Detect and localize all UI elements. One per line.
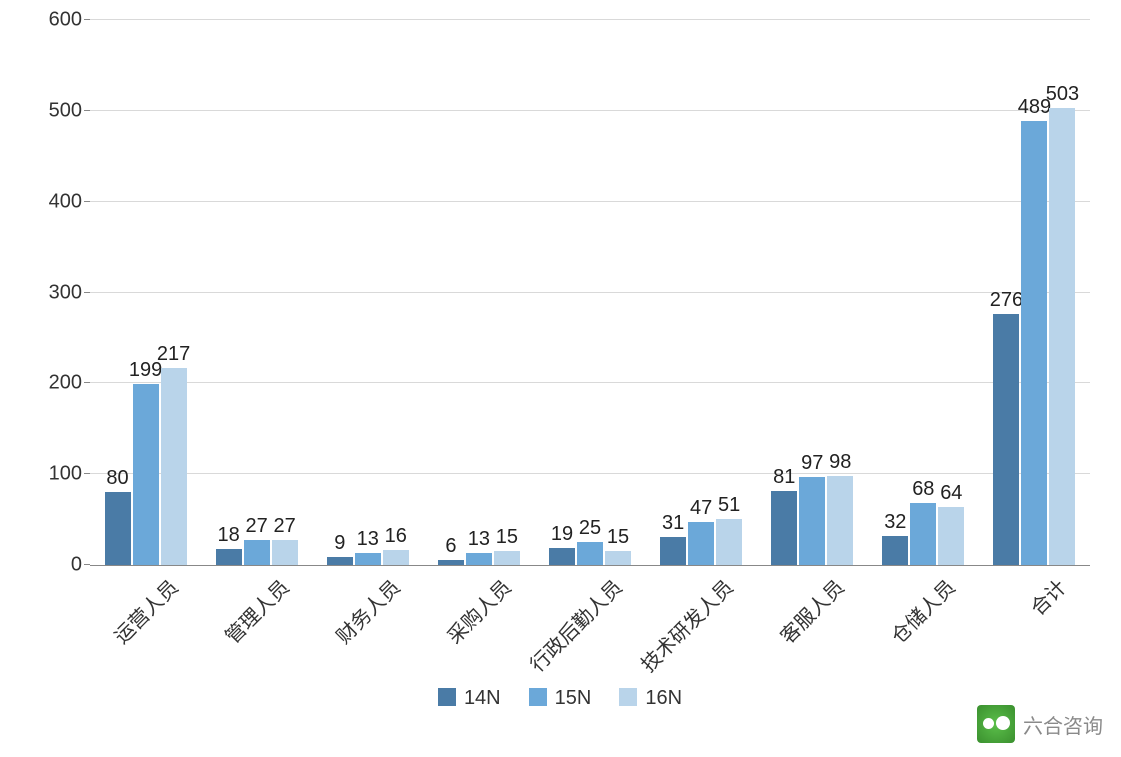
xtick-label: 客服人员	[766, 565, 850, 649]
legend-item: 15N	[529, 687, 592, 710]
bar-value-label: 18	[218, 524, 240, 549]
xtick-label: 技术研发人员	[626, 565, 738, 677]
legend-swatch	[529, 688, 547, 706]
legend-swatch	[619, 688, 637, 706]
bar-value-label: 13	[468, 528, 490, 553]
bar: 503	[1049, 108, 1075, 565]
legend-item: 14N	[438, 687, 501, 710]
bar-value-label: 31	[662, 512, 684, 537]
ytick-label: 600	[22, 9, 90, 32]
legend-swatch	[438, 688, 456, 706]
bar: 47	[688, 522, 714, 565]
bar: 13	[355, 553, 381, 565]
bar-value-label: 68	[912, 478, 934, 503]
bar: 97	[799, 477, 825, 565]
bar: 276	[993, 314, 1019, 565]
wechat-icon	[977, 705, 1015, 743]
bar: 16	[383, 550, 409, 565]
bar: 199	[133, 384, 159, 565]
legend-label: 14N	[464, 687, 501, 709]
bar-group: 61315采购人员	[423, 20, 534, 565]
bar: 18	[216, 549, 242, 565]
chart-legend: 14N 15N 16N	[20, 687, 1100, 710]
bar-group: 819798客服人员	[757, 20, 868, 565]
bar-group: 192515行政后勤人员	[534, 20, 645, 565]
bar-value-label: 15	[607, 526, 629, 551]
bar-value-label: 276	[990, 289, 1023, 314]
bar: 68	[910, 503, 936, 565]
bar-group: 80199217运营人员	[90, 20, 201, 565]
bar: 32	[882, 536, 908, 565]
bar: 98	[827, 476, 853, 565]
bar-value-label: 47	[690, 497, 712, 522]
bar-value-label: 9	[334, 532, 345, 557]
bar: 25	[577, 542, 603, 565]
bar-group: 314751技术研发人员	[646, 20, 757, 565]
bar: 9	[327, 557, 353, 565]
bar: 6	[438, 560, 464, 565]
bar-value-label: 25	[579, 517, 601, 542]
bar-group: 326864仓储人员	[868, 20, 979, 565]
bar-value-label: 97	[801, 452, 823, 477]
ytick-label: 400	[22, 190, 90, 213]
bar-value-label: 13	[357, 528, 379, 553]
ytick-label: 200	[22, 372, 90, 395]
bar-value-label: 64	[940, 482, 962, 507]
bar: 64	[938, 507, 964, 565]
plot-area: 010020030040050060080199217运营人员182727管理人…	[90, 20, 1090, 566]
bar-value-label: 51	[718, 494, 740, 519]
bar-value-label: 503	[1046, 83, 1079, 108]
xtick-label: 采购人员	[432, 565, 516, 649]
watermark: 六合咨询	[977, 705, 1103, 743]
bar-value-label: 19	[551, 523, 573, 548]
chart-container: 010020030040050060080199217运营人员182727管理人…	[20, 10, 1100, 710]
watermark-text: 六合咨询	[1023, 710, 1103, 739]
xtick-label: 运营人员	[99, 565, 183, 649]
legend-item: 16N	[619, 687, 682, 710]
bar-value-label: 81	[773, 466, 795, 491]
bar-group: 276489503合计	[979, 20, 1090, 565]
ytick-label: 500	[22, 99, 90, 122]
bar: 15	[494, 551, 520, 565]
bar-group: 182727管理人员	[201, 20, 312, 565]
bar-value-label: 16	[385, 525, 407, 550]
xtick-label: 合计	[1016, 565, 1072, 621]
bar: 81	[771, 491, 797, 565]
bar-value-label: 27	[246, 515, 268, 540]
legend-label: 16N	[645, 687, 682, 709]
bar-value-label: 6	[445, 535, 456, 560]
ytick-label: 0	[22, 554, 90, 577]
bar: 489	[1021, 121, 1047, 565]
bar: 217	[161, 368, 187, 565]
bar: 80	[105, 492, 131, 565]
bar: 51	[716, 519, 742, 565]
bar: 19	[549, 548, 575, 565]
bar: 13	[466, 553, 492, 565]
bar: 31	[660, 537, 686, 565]
bar-value-label: 217	[157, 343, 190, 368]
xtick-label: 管理人员	[210, 565, 294, 649]
legend-label: 15N	[555, 687, 592, 709]
xtick-label: 仓储人员	[877, 565, 961, 649]
bar: 27	[272, 540, 298, 565]
xtick-label: 行政后勤人员	[515, 565, 627, 677]
bar-value-label: 80	[106, 467, 128, 492]
bar-value-label: 15	[496, 526, 518, 551]
ytick-label: 100	[22, 463, 90, 486]
bar-value-label: 98	[829, 451, 851, 476]
ytick-label: 300	[22, 281, 90, 304]
bar: 15	[605, 551, 631, 565]
bar: 27	[244, 540, 270, 565]
xtick-label: 财务人员	[321, 565, 405, 649]
bar-group: 91316财务人员	[312, 20, 423, 565]
bar-value-label: 27	[274, 515, 296, 540]
bar-value-label: 32	[884, 511, 906, 536]
